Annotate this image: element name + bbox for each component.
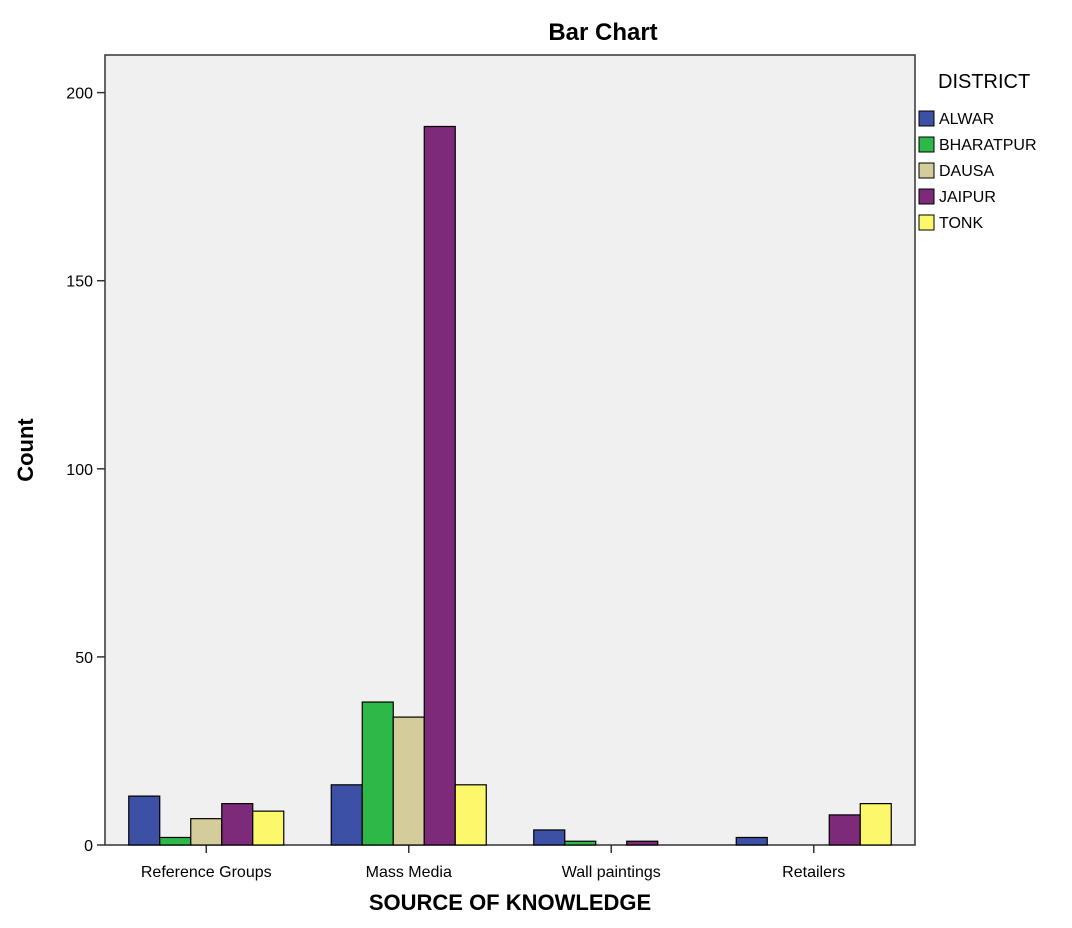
bar-alwar-wall-paintings <box>533 829 566 846</box>
y-tick-label: 150 <box>66 274 93 291</box>
legend-swatch-alwar <box>918 110 935 127</box>
chart-title: Bar Chart <box>548 19 657 46</box>
x-tick-label: Wall paintings <box>562 864 661 881</box>
y-axis: 0 50 100 150 200 <box>66 86 105 855</box>
bar-jaipur-retailers <box>828 814 861 846</box>
bar-dausa-reference-groups <box>190 818 223 846</box>
y-axis-title: Count <box>13 418 38 482</box>
bar-tonk-reference-groups <box>252 810 285 846</box>
x-tick-label: Reference Groups <box>141 864 272 881</box>
x-tick-label: Retailers <box>782 864 845 881</box>
legend-label-alwar: ALWAR <box>939 111 994 128</box>
legend-swatch-dausa <box>918 162 935 179</box>
bar-jaipur-wall-paintings <box>626 840 659 846</box>
legend-label-jaipur: JAIPUR <box>939 189 996 206</box>
bar-jaipur-mass-media <box>423 125 456 846</box>
bar-bharatpur-mass-media <box>361 701 394 846</box>
y-tick-label: 0 <box>84 838 93 855</box>
legend-label-dausa: DAUSA <box>939 163 994 180</box>
bar-jaipur-reference-groups <box>221 803 254 846</box>
plot-area <box>104 54 916 846</box>
legend-swatch-bharatpur <box>918 136 935 153</box>
legend-label-bharatpur: BHARATPUR <box>939 137 1037 154</box>
bar-tonk-retailers <box>859 803 892 846</box>
y-tick-label: 50 <box>75 650 93 667</box>
bar-bharatpur-reference-groups <box>159 836 192 846</box>
bars <box>128 125 892 846</box>
legend-title: DISTRICT <box>938 71 1030 93</box>
bar-alwar-reference-groups <box>128 795 161 846</box>
bar-alwar-retailers <box>735 836 768 846</box>
legend-swatch-jaipur <box>918 188 935 205</box>
legend: DISTRICT ALWAR BHARATPUR DAUSA JAIPUR TONK <box>918 71 1037 232</box>
x-tick-label: Mass Media <box>366 864 452 881</box>
bar-tonk-mass-media <box>454 784 487 846</box>
x-axis-title: SOURCE OF KNOWLEDGE <box>369 890 651 915</box>
x-axis: Reference Groups Mass Media Wall paintings… <box>141 845 845 881</box>
y-tick-label: 200 <box>66 86 93 103</box>
y-tick-label: 100 <box>66 462 93 479</box>
legend-swatch-tonk <box>918 214 935 231</box>
bar-dausa-mass-media <box>392 716 425 846</box>
legend-label-tonk: TONK <box>939 215 983 232</box>
bar-bharatpur-wall-paintings <box>564 840 597 846</box>
bar-alwar-mass-media <box>330 784 363 846</box>
